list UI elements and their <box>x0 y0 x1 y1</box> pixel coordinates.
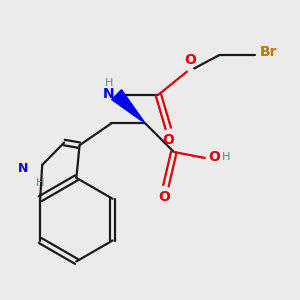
Polygon shape <box>112 90 145 123</box>
Text: Br: Br <box>260 45 277 59</box>
Text: O: O <box>184 53 196 67</box>
Text: O: O <box>158 190 170 204</box>
Text: H: H <box>105 77 114 88</box>
Text: H: H <box>36 178 44 188</box>
Text: N: N <box>103 87 115 101</box>
Text: O: O <box>208 150 220 164</box>
Text: O: O <box>162 133 174 147</box>
Text: H: H <box>222 152 230 162</box>
Text: N: N <box>18 162 28 176</box>
